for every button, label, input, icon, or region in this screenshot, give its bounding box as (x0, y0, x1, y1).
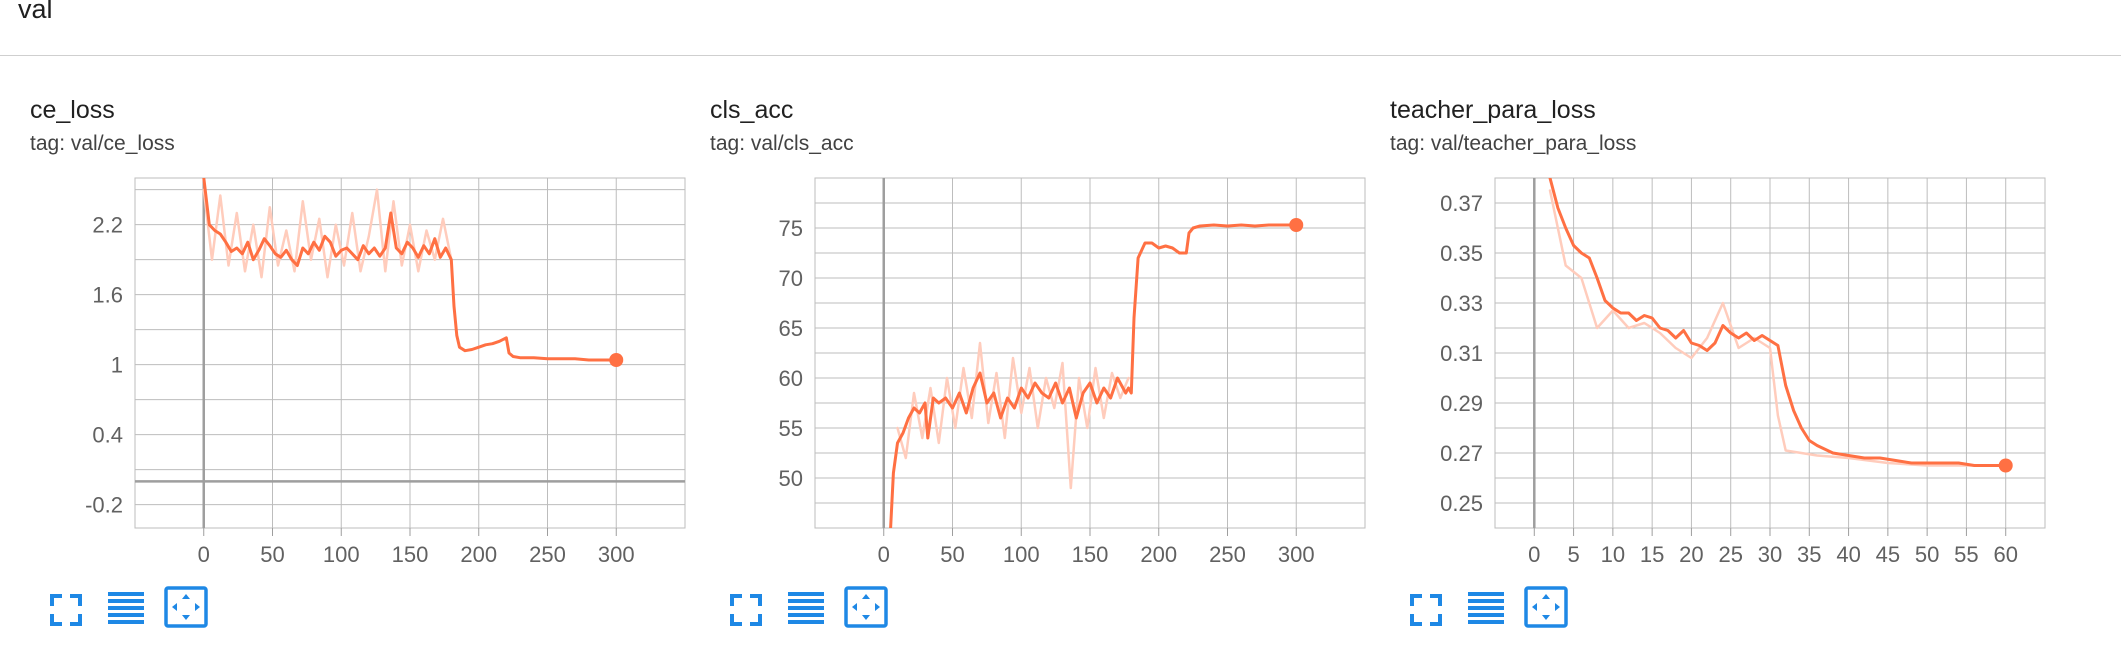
y-tick-label: 0.27 (1440, 441, 1483, 466)
x-tick-label: 300 (598, 542, 635, 567)
last-point-marker (609, 353, 624, 367)
chart-plot[interactable]: 0 5 10 15 20 25 30 35 40 45 50 55 60 0.25 0.27 0.29 0.31… (1388, 96, 2088, 567)
x-tick-label: 250 (529, 542, 566, 567)
x-tick-label: 45 (1876, 542, 1900, 567)
grid (814, 177, 1366, 529)
list-icon (108, 592, 144, 624)
x-tick-label: 60 (1993, 542, 2017, 567)
x-tick-label: 35 (1797, 542, 1821, 567)
chart-card-ce-loss: ce_loss tag: val/ce_loss 0 50 100 150 200 250… (28, 96, 686, 656)
x-tick-label: 10 (1601, 542, 1625, 567)
y-tick-label: 75 (779, 216, 803, 241)
x-tick-label: 200 (460, 542, 497, 567)
x-tick-label: 150 (1072, 542, 1109, 567)
x-tick-label: 100 (323, 542, 360, 567)
y-tick-label: 0.25 (1440, 491, 1483, 516)
y-tick-label: 0.37 (1440, 191, 1483, 216)
raw-series-line (896, 341, 1130, 490)
y-tick-label: 60 (779, 366, 803, 391)
toggle-log-button[interactable] (782, 586, 830, 628)
chart-card-teacher-para-loss: teacher_para_loss tag: val/teacher_para_… (1388, 96, 2046, 656)
fit-domain-icon (844, 586, 888, 628)
x-tick-label: 0 (878, 542, 890, 567)
y-tick-label: 1.6 (92, 283, 123, 308)
chart-plot[interactable]: 0 50 100 150 200 250 300 -0.2 0.4 1 1.6 2.2 (28, 96, 728, 567)
fit-domain-button[interactable] (162, 586, 210, 628)
x-tick-label: 50 (1915, 542, 1939, 567)
section-divider (0, 55, 2121, 56)
fullscreen-icon (50, 594, 82, 626)
fullscreen-button[interactable] (722, 586, 770, 628)
fullscreen-button[interactable] (42, 586, 90, 628)
y-tick-label: 50 (779, 466, 803, 491)
toggle-log-button[interactable] (102, 586, 150, 628)
y-tick-label: 65 (779, 316, 803, 341)
smoothed-series-line (889, 223, 1298, 528)
y-tick-label: 0.31 (1440, 341, 1483, 366)
smoothed-series-line (202, 178, 618, 362)
chart-title: ce_loss (30, 96, 115, 124)
y-tick-label: 55 (779, 416, 803, 441)
section-title: val (18, 0, 53, 24)
chart-subtitle: tag: val/ce_loss (30, 132, 175, 155)
x-tick-label: 5 (1567, 542, 1579, 567)
chart-plot[interactable]: 0 50 100 150 200 250 300 50 55 60 65 70 75 (708, 96, 1408, 567)
chart-subtitle: tag: val/cls_acc (710, 132, 854, 155)
y-tick-label: -0.2 (85, 493, 123, 518)
y-tick-label: 70 (779, 266, 803, 291)
toggle-log-button[interactable] (1462, 586, 1510, 628)
x-tick-label: 30 (1758, 542, 1782, 567)
x-tick-label: 55 (1954, 542, 1978, 567)
chart-subtitle: tag: val/teacher_para_loss (1390, 132, 1637, 155)
x-tick-label: 40 (1836, 542, 1860, 567)
fullscreen-icon (1410, 594, 1442, 626)
x-tick-label: 200 (1140, 542, 1177, 567)
x-tick-label: 300 (1278, 542, 1315, 567)
chart-title: cls_acc (710, 96, 794, 124)
x-tick-label: 50 (940, 542, 964, 567)
x-tick-label: 50 (260, 542, 284, 567)
smoothed-series-line (1548, 178, 2008, 467)
last-point-marker (1998, 458, 2013, 473)
fit-domain-button[interactable] (842, 586, 890, 628)
fit-domain-icon (164, 586, 208, 628)
x-tick-label: 150 (392, 542, 429, 567)
x-tick-label: 15 (1640, 542, 1664, 567)
raw-series-line (1548, 189, 2007, 467)
x-tick-label: 0 (198, 542, 210, 567)
chart-title: teacher_para_loss (1390, 96, 1596, 124)
fullscreen-icon (730, 594, 762, 626)
x-tick-label: 250 (1209, 542, 1246, 567)
x-tick-label: 25 (1718, 542, 1742, 567)
x-tick-label: 20 (1679, 542, 1703, 567)
last-point-marker (1289, 218, 1304, 232)
x-tick-label: 100 (1003, 542, 1040, 567)
y-tick-label: 2.2 (92, 213, 123, 238)
y-tick-label: 1 (111, 353, 123, 378)
list-icon (788, 592, 824, 624)
fit-domain-icon (1524, 586, 1568, 628)
raw-series-line (202, 188, 453, 279)
y-tick-label: 0.35 (1440, 241, 1483, 266)
fit-domain-button[interactable] (1522, 586, 1570, 628)
list-icon (1468, 592, 1504, 624)
y-tick-label: 0.33 (1440, 291, 1483, 316)
chart-card-cls-acc: cls_acc tag: val/cls_acc 0 50 100 150 200 250… (708, 96, 1366, 656)
y-tick-label: 0.29 (1440, 391, 1483, 416)
x-tick-label: 0 (1528, 542, 1540, 567)
y-tick-label: 0.4 (92, 423, 123, 448)
fullscreen-button[interactable] (1402, 586, 1450, 628)
